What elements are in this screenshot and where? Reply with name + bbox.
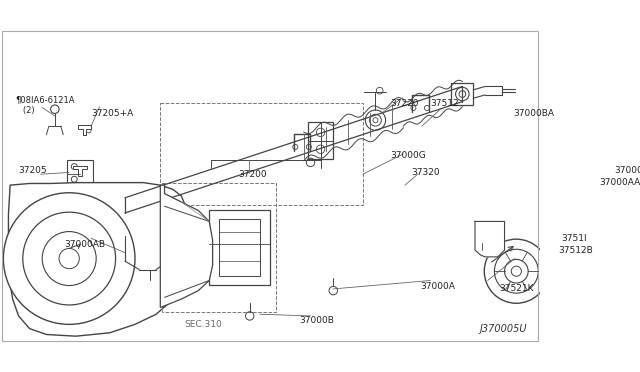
Polygon shape — [74, 166, 87, 176]
Text: 3751I: 3751I — [561, 234, 587, 243]
Polygon shape — [77, 125, 91, 135]
Text: 37512: 37512 — [430, 99, 459, 108]
Text: 37512B: 37512B — [559, 246, 593, 254]
Text: 37521K: 37521K — [499, 285, 534, 294]
Text: 37000A: 37000A — [420, 282, 455, 291]
Text: SEC.310: SEC.310 — [184, 320, 221, 329]
Bar — [220, 219, 260, 276]
Text: 37320: 37320 — [412, 168, 440, 177]
Bar — [162, 183, 276, 312]
Text: 37000AB: 37000AB — [64, 240, 105, 249]
Bar — [308, 122, 333, 159]
PathPatch shape — [8, 183, 190, 336]
Text: 37200: 37200 — [238, 170, 266, 179]
Text: 37220: 37220 — [390, 99, 419, 108]
Circle shape — [42, 231, 96, 286]
Text: J370005U: J370005U — [480, 324, 527, 334]
Text: ¶08IA6-6121A
   (2): ¶08IA6-6121A (2) — [15, 95, 75, 115]
Bar — [67, 160, 93, 189]
Text: 37000F: 37000F — [614, 166, 640, 175]
Bar — [451, 83, 474, 105]
Text: 37000BA: 37000BA — [513, 109, 554, 118]
Bar — [160, 103, 363, 205]
Text: 37000AA: 37000AA — [599, 178, 640, 187]
Text: 37205+A: 37205+A — [91, 109, 133, 118]
Circle shape — [23, 212, 116, 305]
Text: 37205: 37205 — [19, 166, 47, 175]
Polygon shape — [475, 221, 504, 257]
Bar — [209, 211, 270, 285]
PathPatch shape — [160, 185, 212, 308]
Text: 37000B: 37000B — [300, 316, 334, 325]
Text: 37000G: 37000G — [390, 151, 426, 160]
Bar — [101, 189, 128, 220]
Circle shape — [3, 193, 135, 324]
